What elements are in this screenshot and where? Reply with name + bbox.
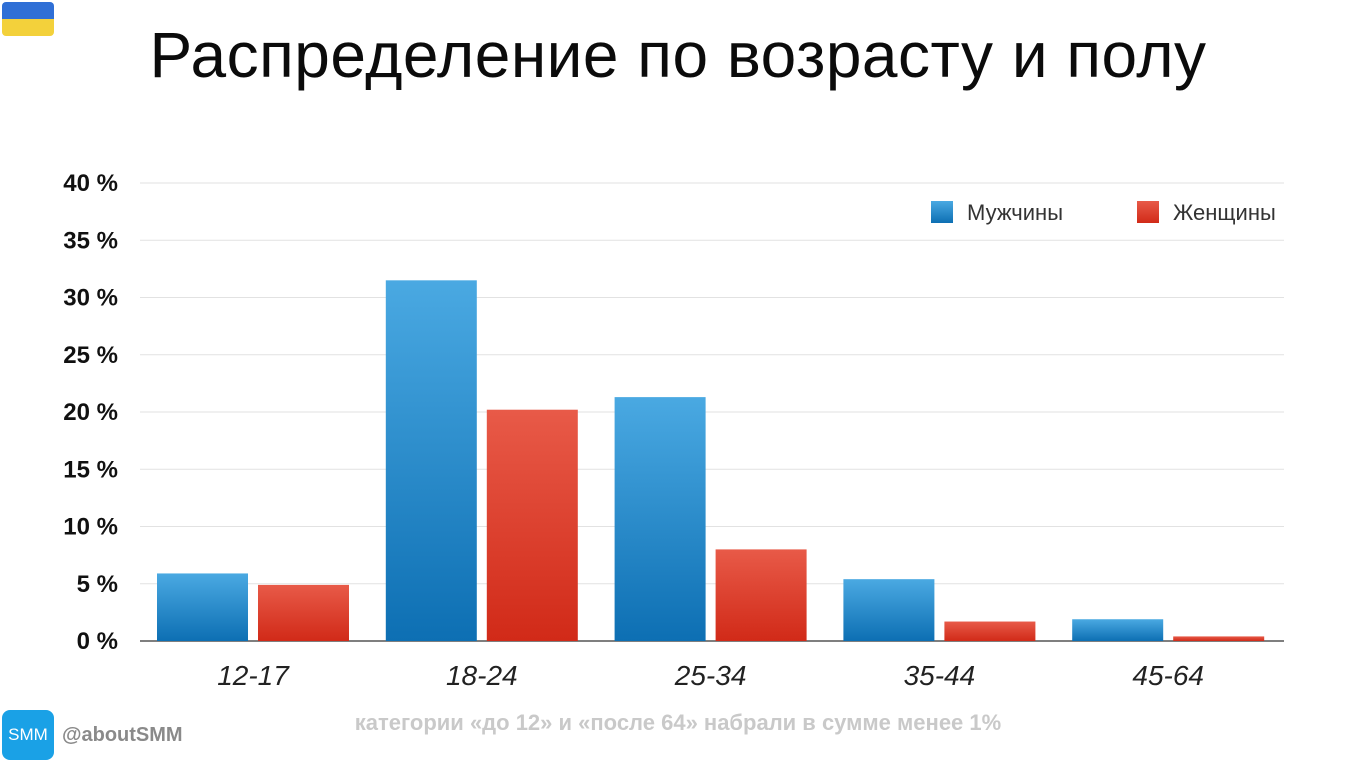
bar-female-18-24 (486, 409, 578, 641)
page-title: Распределение по возрасту и полу (149, 19, 1207, 91)
x-tick-label: 45-64 (1132, 660, 1204, 691)
footnote: категории «до 12» и «после 64» набрали в… (354, 710, 1002, 735)
y-tick-label: 15 % (63, 456, 118, 483)
smm-logo-icon: SMM (2, 710, 54, 760)
y-tick-label: 35 % (63, 227, 118, 254)
bar-male-25-34 (614, 397, 706, 641)
bar-male-35-44 (843, 579, 935, 641)
bar-female-25-34 (715, 549, 807, 641)
brand-handle: @aboutSMM (62, 723, 183, 746)
x-tick-label: 35-44 (904, 660, 976, 691)
x-tick-label: 18-24 (446, 660, 518, 691)
brand: SMM @aboutSMM (2, 710, 183, 760)
bar-male-45-64 (1072, 619, 1164, 641)
legend-label-male: Мужчины (967, 200, 1063, 225)
ukraine-flag-icon (2, 2, 54, 36)
x-tick-label: 12-17 (217, 660, 290, 691)
y-tick-label: 30 % (63, 285, 118, 312)
bar-female-45-64 (1173, 636, 1265, 641)
y-tick-label: 20 % (63, 399, 118, 426)
legend-swatch-female (1137, 201, 1159, 223)
bar-female-35-44 (944, 621, 1036, 641)
y-tick-label: 25 % (63, 342, 118, 369)
bar-female-12-17 (258, 584, 349, 641)
y-tick-label: 40 % (63, 170, 118, 197)
y-tick-label: 10 % (63, 514, 118, 541)
bar-male-12-17 (157, 573, 248, 641)
x-tick-label: 25-34 (674, 660, 747, 691)
legend-swatch-male (931, 201, 953, 223)
y-tick-label: 0 % (77, 628, 118, 655)
legend-label-female: Женщины (1173, 200, 1276, 225)
bar-male-18-24 (385, 280, 477, 641)
y-tick-label: 5 % (77, 571, 118, 598)
